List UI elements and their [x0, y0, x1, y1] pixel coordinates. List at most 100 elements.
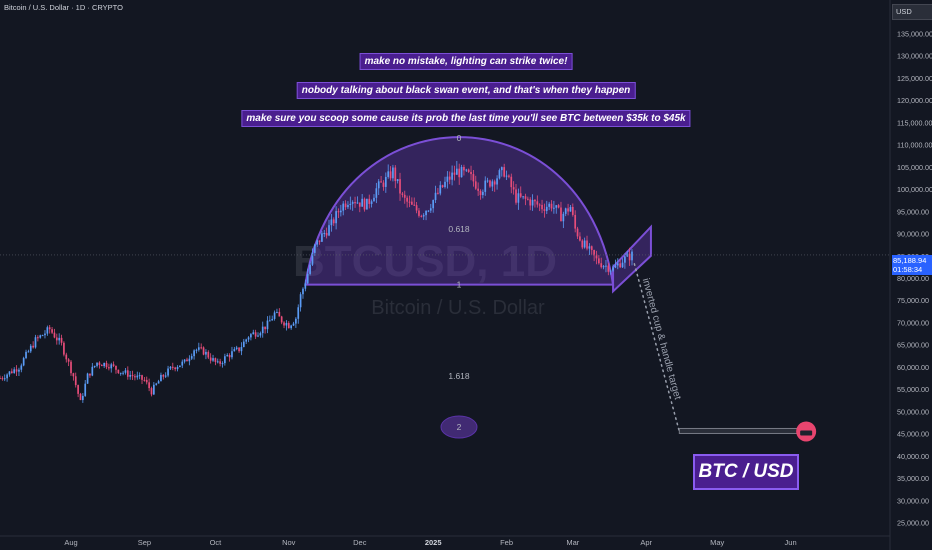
candle-body — [86, 373, 89, 384]
candle-body — [245, 339, 248, 342]
candle-body — [46, 327, 49, 334]
y-tick-label: 125,000.00 — [897, 74, 932, 83]
candle-body — [444, 181, 446, 188]
candle-body — [136, 375, 139, 378]
candle-body — [18, 369, 20, 372]
x-tick-label: Dec — [353, 538, 367, 547]
candle-body — [628, 253, 631, 261]
candle-body — [285, 322, 288, 326]
annotation-3[interactable]: make sure you scoop some cause its prob … — [241, 110, 691, 127]
candle-body — [126, 370, 129, 377]
candle-body — [567, 208, 569, 212]
annotation-2[interactable]: nobody talking about black swan event, a… — [296, 82, 636, 99]
candle-body — [10, 371, 13, 374]
candle-body — [508, 175, 510, 177]
candle-body — [328, 225, 330, 236]
candle-body — [81, 395, 84, 401]
candle-body — [564, 208, 567, 214]
candle-body — [103, 362, 106, 367]
candle-body — [186, 359, 188, 362]
btc-usd-label[interactable]: BTC / USD — [693, 454, 799, 490]
candle-body — [247, 337, 250, 340]
candle-body — [406, 197, 408, 202]
fib-level-label-0: 0 — [457, 133, 462, 143]
candle-body — [141, 375, 143, 380]
candle-body — [356, 202, 359, 204]
candle-body — [363, 198, 366, 210]
candle-body — [268, 320, 271, 322]
candle-body — [543, 209, 546, 211]
candle-body — [302, 288, 304, 295]
candle-body — [22, 358, 25, 366]
y-tick-label: 55,000.00 — [897, 385, 929, 394]
annotation-1[interactable]: make no mistake, lighting can strike twi… — [359, 53, 573, 70]
watermark-ticker: BTCUSD, 1D — [293, 237, 557, 286]
y-tick-label: 120,000.00 — [897, 96, 932, 105]
candle-body — [278, 311, 281, 317]
candle-body — [332, 219, 335, 224]
candle-body — [224, 356, 226, 364]
inverted-cup-shape[interactable] — [304, 136, 615, 286]
candle-body — [619, 263, 622, 268]
candle-body — [37, 337, 39, 339]
target-zone[interactable] — [678, 427, 808, 434]
candle-body — [531, 199, 534, 206]
candle-body — [238, 347, 240, 352]
candle-body — [455, 168, 458, 175]
candle-body — [160, 374, 162, 382]
x-tick-label: Oct — [210, 538, 223, 547]
fib-level-2-marker[interactable] — [440, 415, 478, 439]
candle-body — [153, 384, 155, 395]
candle-body — [254, 332, 257, 337]
candle-body — [98, 362, 101, 365]
candle-body — [3, 378, 6, 380]
candle-body — [287, 322, 290, 329]
candle-body — [143, 379, 146, 381]
candle-body — [306, 273, 309, 284]
candle-body — [387, 171, 390, 177]
candle-body — [316, 240, 319, 245]
candle-body — [167, 368, 169, 376]
candle-body — [396, 179, 399, 182]
candle-body — [181, 361, 184, 366]
candle-body — [150, 388, 153, 395]
candle-body — [110, 364, 113, 369]
candle-body — [616, 263, 619, 266]
candle-body — [13, 369, 16, 374]
candle-body — [448, 176, 451, 180]
candle-body — [366, 198, 368, 210]
y-tick-label: 60,000.00 — [897, 363, 929, 372]
candle-body — [330, 219, 333, 226]
bear-teeth-icon — [800, 430, 813, 436]
candle-body — [188, 358, 191, 362]
candle-body — [370, 201, 373, 204]
candle-body — [273, 312, 276, 319]
candle-body — [122, 372, 124, 374]
candle-body — [590, 246, 593, 250]
x-tick-label: Apr — [640, 538, 652, 547]
candle-body — [380, 181, 382, 183]
currency-label[interactable]: USD — [892, 4, 932, 20]
candle-body — [519, 193, 522, 197]
candle-body — [145, 379, 148, 383]
candle-body — [583, 240, 586, 248]
candle-body — [394, 167, 397, 182]
candle-body — [212, 358, 214, 361]
candle-body — [8, 371, 11, 375]
candle-body — [271, 318, 274, 321]
candle-body — [105, 362, 108, 368]
candle-body — [526, 198, 529, 200]
x-tick-label: Mar — [566, 538, 579, 547]
candle-body — [29, 345, 32, 352]
candle-body — [115, 365, 117, 370]
candle-body — [41, 335, 44, 337]
candle-body — [63, 342, 65, 355]
candle-body — [70, 361, 72, 374]
x-tick-label: Nov — [282, 538, 296, 547]
candle-body — [467, 169, 470, 172]
y-tick-label: 30,000.00 — [897, 496, 929, 505]
projection-path[interactable] — [633, 263, 681, 433]
candle-body — [148, 382, 150, 389]
candle-body — [347, 204, 349, 208]
